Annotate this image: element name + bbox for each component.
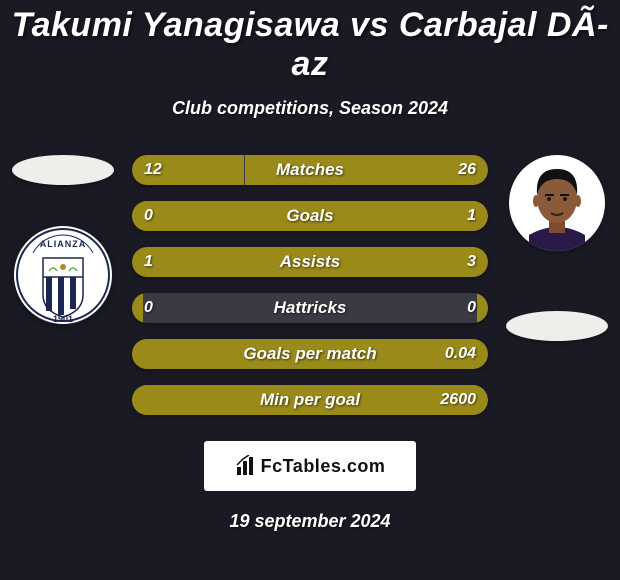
stat-label: Hattricks <box>132 293 488 323</box>
bars-icon <box>235 455 257 477</box>
left-ellipse <box>12 155 114 185</box>
right-avatar <box>509 155 605 251</box>
stat-row-goals: 0 Goals 1 <box>132 201 488 231</box>
right-side <box>502 155 612 431</box>
brand-text: FcTables.com <box>261 456 386 477</box>
stat-right-value: 0 <box>467 293 476 323</box>
bar-right <box>221 247 488 277</box>
right-ellipse <box>506 311 608 341</box>
bar-right <box>245 155 489 185</box>
footer-date: 19 september 2024 <box>0 511 620 532</box>
stats-column: 12 Matches 26 0 Goals 1 1 Assists 3 <box>118 155 502 431</box>
player-avatar-icon <box>509 155 605 251</box>
alianza-crest-icon: ALIANZA 1901 <box>13 225 113 325</box>
bar-right <box>143 385 488 415</box>
bar-left <box>132 155 244 185</box>
title: Takumi Yanagisawa vs Carbajal DÃ­az <box>0 0 620 84</box>
bar-left <box>132 201 143 231</box>
bar-right <box>143 201 488 231</box>
bar-left <box>132 339 143 369</box>
stat-row-gpm: Goals per match 0.04 <box>132 339 488 369</box>
subtitle: Club competitions, Season 2024 <box>0 98 620 119</box>
stat-row-assists: 1 Assists 3 <box>132 247 488 277</box>
svg-text:ALIANZA: ALIANZA <box>40 239 87 249</box>
stat-row-matches: 12 Matches 26 <box>132 155 488 185</box>
bar-left <box>132 385 143 415</box>
comparison-card: Takumi Yanagisawa vs Carbajal DÃ­az Club… <box>0 0 620 580</box>
left-crest: ALIANZA 1901 <box>13 225 113 325</box>
stat-row-mpg: Min per goal 2600 <box>132 385 488 415</box>
stat-left-value: 0 <box>144 293 153 323</box>
bar-right <box>477 293 488 323</box>
brand-badge: FcTables.com <box>204 441 416 491</box>
bar-left <box>132 247 221 277</box>
main-row: ALIANZA 1901 <box>0 155 620 431</box>
left-side: ALIANZA 1901 <box>8 155 118 431</box>
stat-row-hattricks: 0 Hattricks 0 <box>132 293 488 323</box>
svg-text:1901: 1901 <box>53 314 73 324</box>
bar-right <box>143 339 488 369</box>
bar-left <box>132 293 143 323</box>
